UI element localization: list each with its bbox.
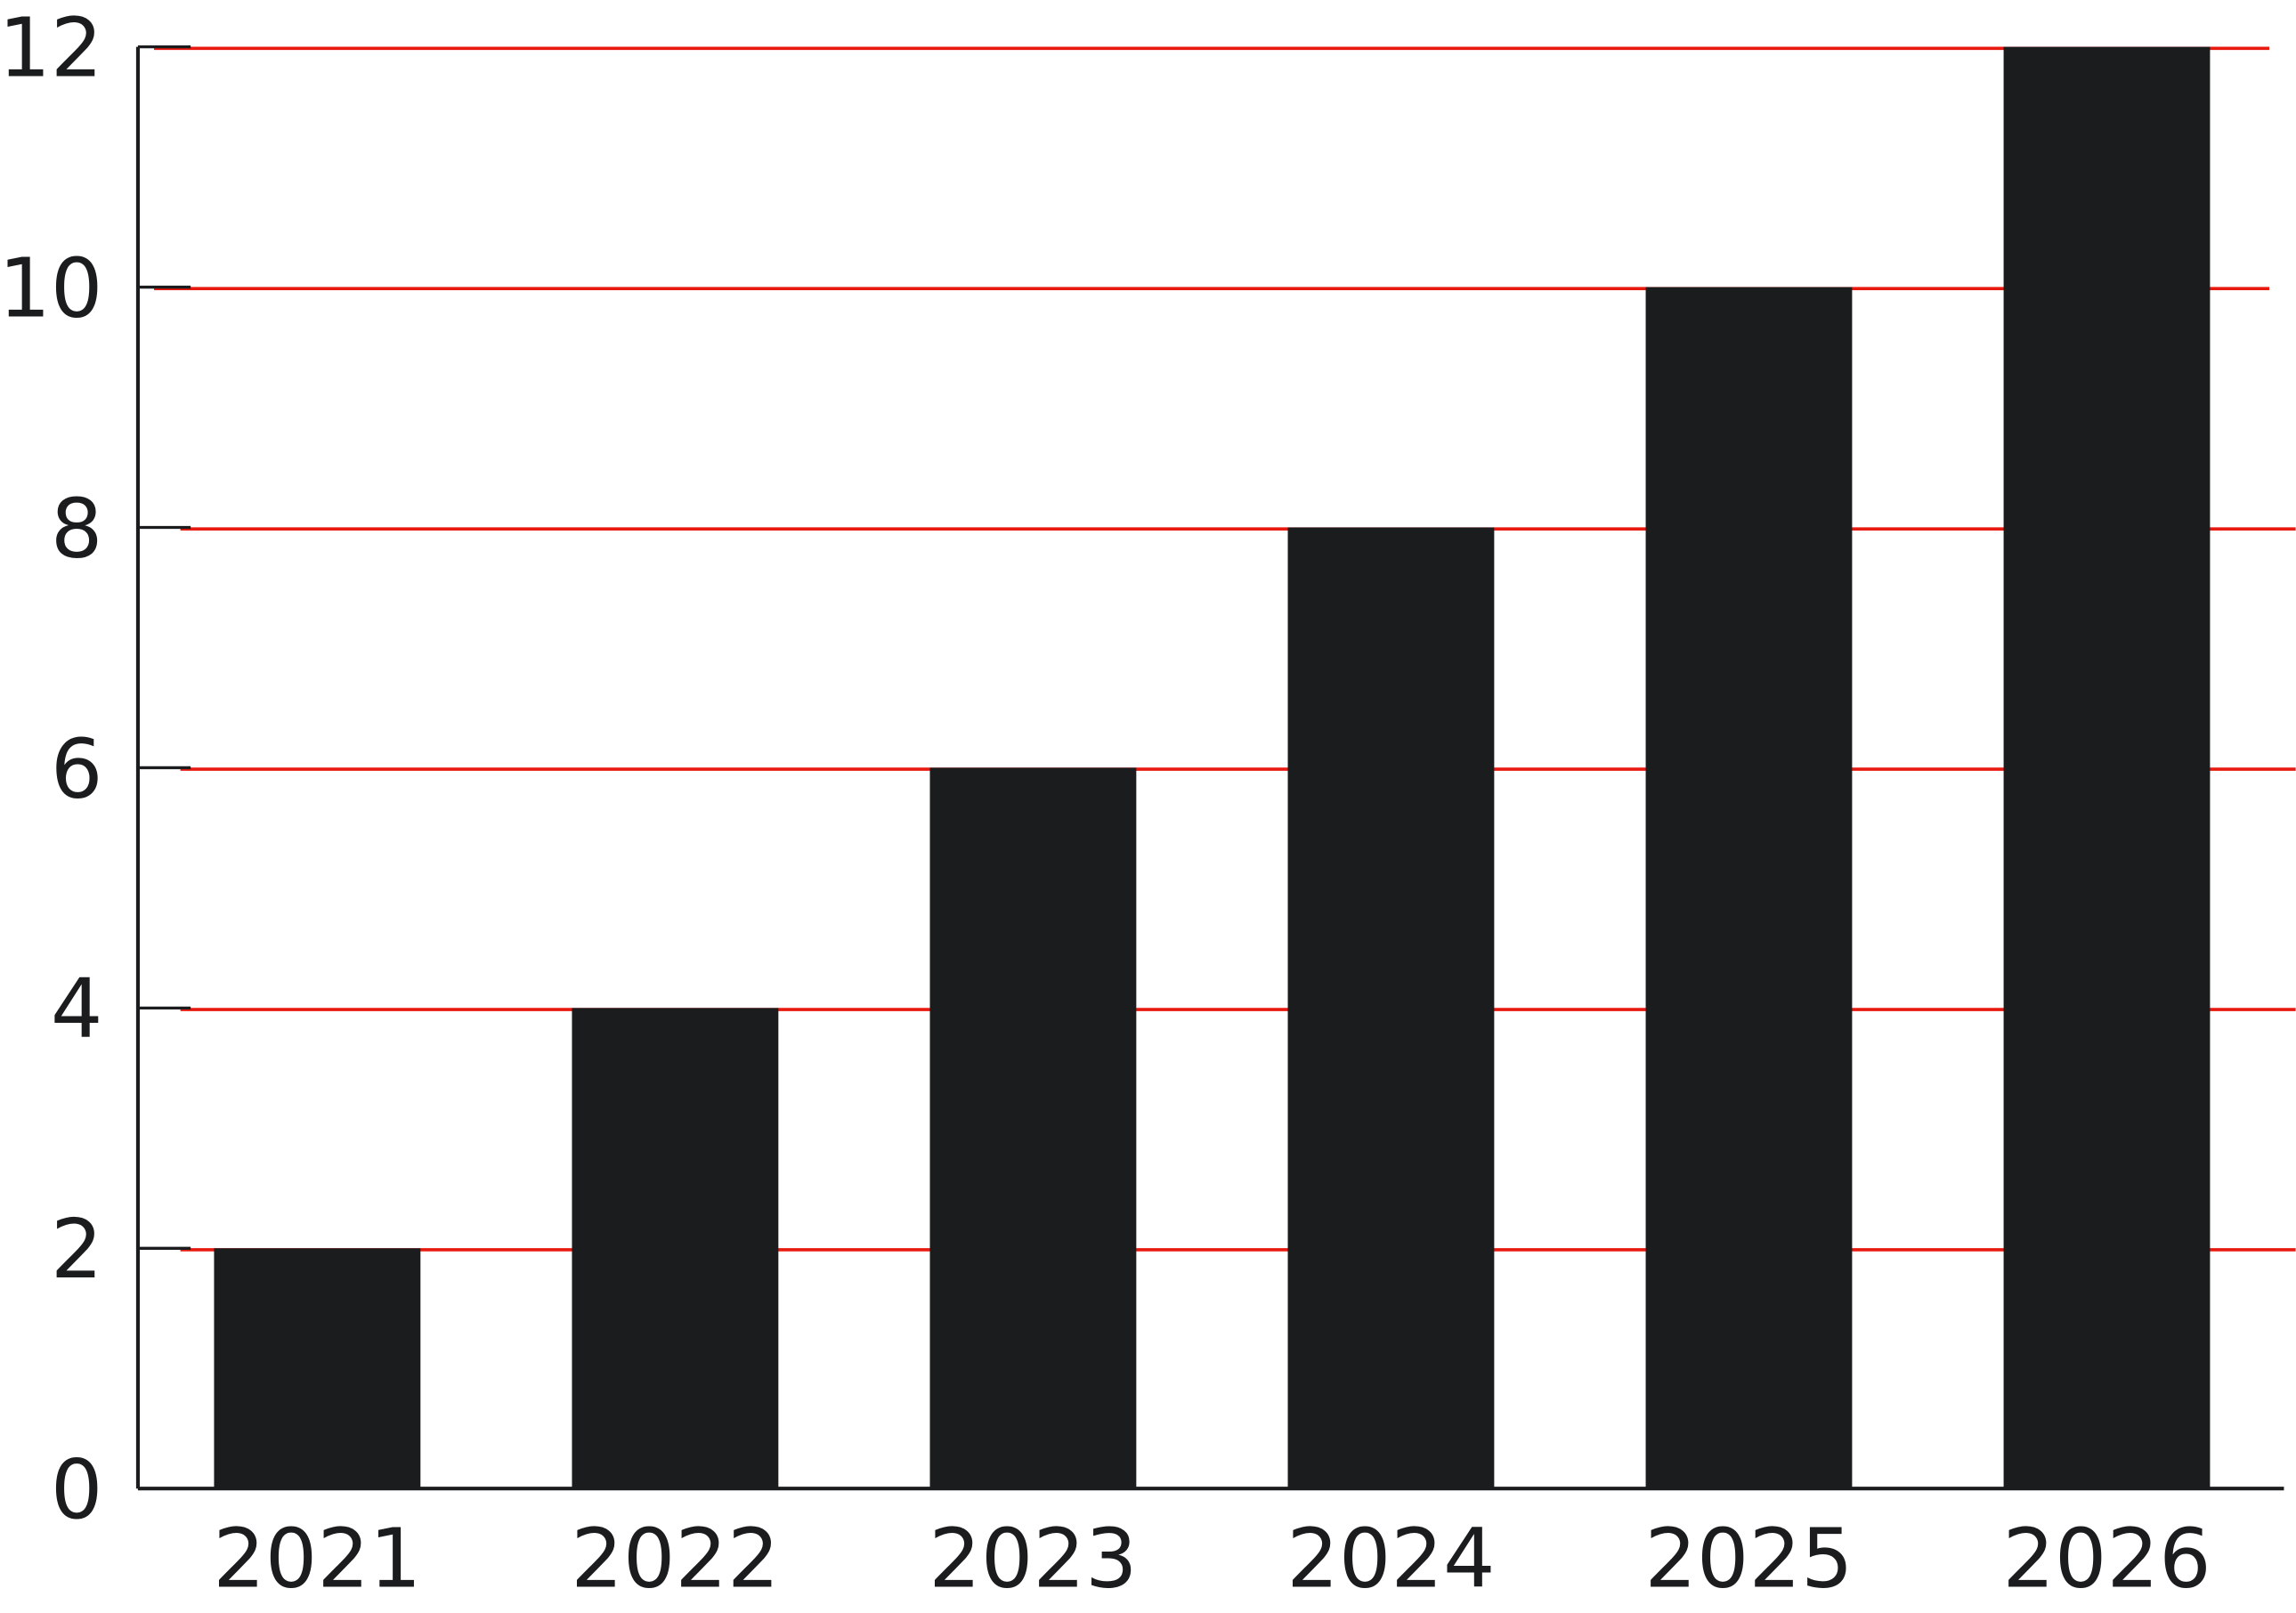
gridlines <box>154 46 2296 1252</box>
axes <box>135 45 2284 1491</box>
bar-2021 <box>214 1248 421 1489</box>
x-tick-label-2025: 2025 <box>1644 1511 1853 1606</box>
y-tick-label-4: 4 <box>51 961 103 1057</box>
bar-2026 <box>2003 46 2211 1489</box>
y-tick-label-8: 8 <box>51 481 103 576</box>
bar-2025 <box>1645 287 1853 1489</box>
bar-2024 <box>1287 527 1495 1489</box>
bar-2023 <box>929 767 1137 1489</box>
y-tick-label-10: 10 <box>0 240 102 336</box>
y-tick-label-12: 12 <box>0 1 102 96</box>
bars <box>214 46 2211 1489</box>
x-tick-label-2024: 2024 <box>1286 1511 1495 1606</box>
y-tick-label-6: 6 <box>51 721 103 816</box>
x-tick-label-2021: 2021 <box>213 1511 421 1606</box>
x-tick-labels: 2021 2022 2023 2024 2025 2026 <box>213 1511 2211 1606</box>
y-tick-labels: 0 2 4 6 8 10 12 <box>0 1 102 1538</box>
x-tick-label-2023: 2023 <box>929 1511 1137 1606</box>
x-tick-label-2026: 2026 <box>2002 1511 2211 1606</box>
x-tick-label-2022: 2022 <box>571 1511 779 1606</box>
y-tick-label-2: 2 <box>51 1202 103 1297</box>
bar-2022 <box>572 1008 779 1489</box>
y-tick-label-0: 0 <box>51 1442 103 1537</box>
